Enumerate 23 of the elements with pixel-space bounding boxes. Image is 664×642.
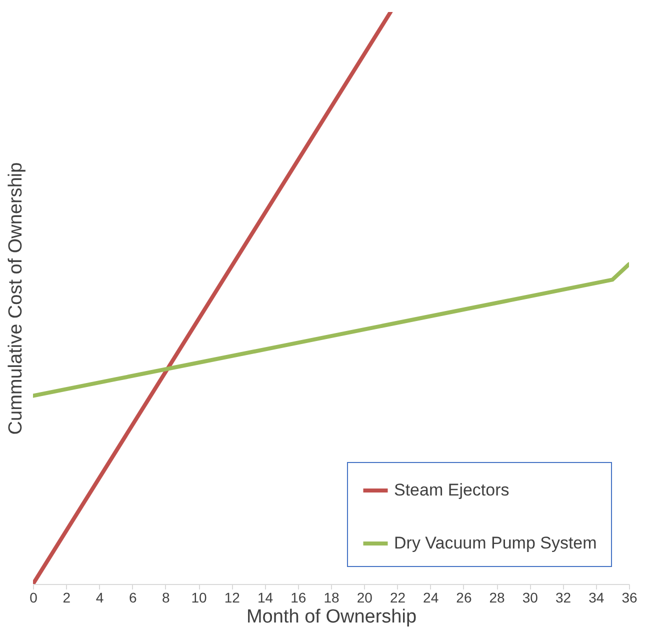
x-tick-label: 12 bbox=[224, 590, 240, 606]
x-tick-label: 34 bbox=[588, 590, 604, 606]
x-tick-label: 28 bbox=[489, 590, 506, 606]
x-tick-label: 2 bbox=[62, 590, 71, 606]
x-tick-label: 32 bbox=[555, 590, 572, 606]
x-tick-label: 6 bbox=[128, 590, 137, 606]
x-tick-label: 16 bbox=[290, 590, 306, 606]
x-tick-label: 22 bbox=[390, 590, 406, 606]
x-tick-label: 24 bbox=[423, 590, 439, 606]
x-tick-label: 26 bbox=[456, 590, 472, 606]
x-tick-label: 4 bbox=[96, 590, 104, 606]
x-tick-label: 8 bbox=[162, 590, 170, 606]
x-tick-label: 30 bbox=[522, 590, 538, 606]
y-axis-title: Cummulative Cost of Ownership bbox=[6, 162, 26, 435]
x-tick-label: 10 bbox=[191, 590, 208, 606]
legend-label: Dry Vacuum Pump System bbox=[394, 534, 597, 552]
x-tick-label: 20 bbox=[356, 590, 373, 606]
x-tick-label: 14 bbox=[257, 590, 274, 606]
x-tick-label: 18 bbox=[324, 590, 340, 606]
x-axis-title: Month of Ownership bbox=[246, 606, 417, 628]
legend-label: Steam Ejectors bbox=[394, 480, 510, 500]
x-tick-label: 36 bbox=[622, 590, 638, 606]
x-tick-label: 0 bbox=[30, 590, 38, 606]
